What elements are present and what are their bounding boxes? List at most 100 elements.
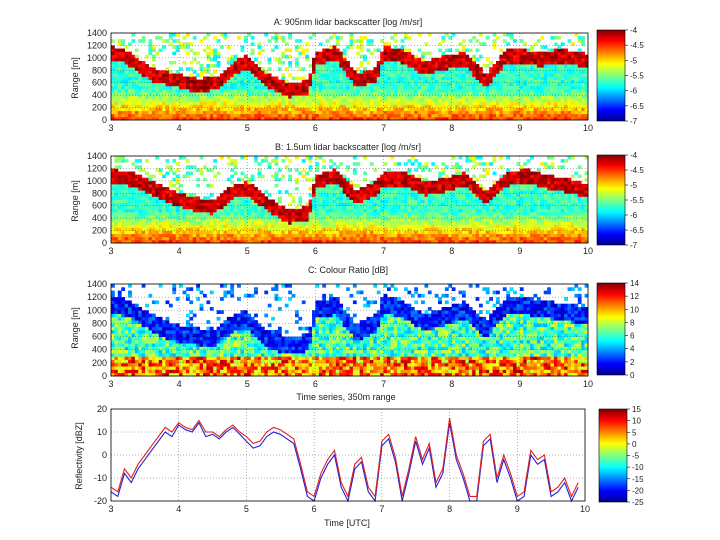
heatmap-cell (148, 177, 153, 182)
heatmap-cell (451, 85, 456, 90)
heatmap-cell (124, 98, 129, 102)
heatmap-cell (162, 239, 166, 244)
heatmap-cell (155, 98, 160, 102)
heatmap-cell (322, 76, 327, 81)
heatmap-cell (444, 64, 449, 68)
heatmap-cell (179, 76, 183, 81)
heatmap-cell (506, 33, 511, 37)
heatmap-cell (424, 76, 429, 81)
heatmap-cell (393, 215, 398, 219)
heatmap-cell (427, 193, 432, 197)
heatmap-cell (172, 230, 177, 235)
heatmap-cell (496, 95, 500, 99)
heatmap-cell (243, 199, 248, 204)
heatmap-cell (581, 36, 585, 40)
heatmap-cell (352, 202, 357, 207)
heatmap-cell (369, 187, 374, 191)
heatmap-cell (335, 230, 340, 235)
heatmap-cell (577, 85, 582, 90)
heatmap-cell (298, 196, 303, 200)
heatmap-cell (407, 116, 412, 121)
heatmap-cell (216, 230, 221, 235)
heatmap-cell (485, 110, 490, 115)
heatmap-cell (346, 168, 350, 172)
heatmap-cell (141, 104, 146, 108)
heatmap-cell (151, 174, 156, 179)
heatmap-cell (444, 70, 449, 74)
heatmap-cell (359, 64, 364, 68)
heatmap-cell (414, 116, 419, 121)
heatmap-cell (318, 190, 323, 194)
heatmap-cell (128, 98, 132, 102)
heatmap-cell (172, 224, 177, 228)
heatmap-cell (182, 76, 187, 81)
heatmap-cell (145, 67, 149, 71)
heatmap-cell (138, 224, 143, 228)
heatmap-cell (536, 70, 541, 74)
heatmap-cell (393, 51, 398, 56)
heatmap-cell (257, 221, 262, 225)
heatmap-cell (185, 88, 190, 93)
heatmap-cell (509, 95, 514, 99)
heatmap-cell (134, 104, 139, 108)
heatmap-cell (509, 48, 514, 53)
heatmap-cell (182, 92, 187, 96)
heatmap-cell (199, 202, 204, 207)
heatmap-cell (478, 104, 483, 108)
heatmap-cell (277, 67, 282, 71)
heatmap-cell (138, 230, 143, 235)
heatmap-cell (349, 187, 354, 191)
heatmap-cell (397, 162, 402, 166)
heatmap-cell (506, 76, 511, 81)
heatmap-cell (325, 64, 330, 68)
heatmap-cell (117, 42, 122, 46)
heatmap-cell (274, 113, 279, 118)
heatmap-cell (499, 73, 504, 77)
heatmap-cell (404, 51, 408, 56)
heatmap-cell (482, 98, 487, 102)
heatmap-cell (414, 183, 419, 188)
heatmap-cell (373, 116, 378, 121)
heatmap-cell (206, 218, 211, 222)
heatmap-cell (393, 45, 398, 49)
heatmap-cell (332, 199, 337, 204)
heatmap-cell (121, 236, 126, 241)
heatmap-cell (475, 48, 480, 53)
heatmap-cell (427, 33, 432, 37)
heatmap-cell (414, 239, 419, 244)
heatmap-cell (138, 199, 143, 204)
heatmap-cell (499, 70, 504, 74)
heatmap-cell (209, 116, 214, 121)
heatmap-cell (346, 190, 350, 194)
heatmap-cell (257, 224, 262, 228)
heatmap-cell (182, 95, 187, 99)
heatmap-cell (414, 107, 419, 112)
heatmap-cell (448, 79, 453, 84)
heatmap-cell (162, 199, 166, 204)
heatmap-cell (213, 227, 218, 231)
heatmap-cell (400, 239, 405, 244)
heatmap-cell (240, 208, 245, 213)
heatmap-cell (199, 199, 204, 204)
heatmap-cell (407, 174, 412, 179)
heatmap-cell (165, 211, 170, 216)
heatmap-cell (373, 193, 378, 197)
heatmap-cell (410, 211, 415, 216)
heatmap-cell (121, 82, 126, 87)
heatmap-cell (277, 57, 282, 62)
heatmap-cell (329, 116, 333, 121)
heatmap-cell (162, 205, 166, 210)
heatmap-cell (431, 104, 436, 108)
heatmap-cell (111, 95, 115, 99)
heatmap-cell (226, 156, 231, 160)
heatmap-cell (506, 95, 511, 99)
heatmap-cell (335, 193, 340, 197)
heatmap-cell (523, 107, 528, 112)
heatmap-cell (380, 218, 384, 222)
heatmap-cell (356, 92, 361, 96)
heatmap-cell (448, 101, 453, 105)
heatmap-cell (175, 39, 180, 43)
heatmap-cell (148, 116, 153, 121)
heatmap-cell (151, 208, 156, 213)
